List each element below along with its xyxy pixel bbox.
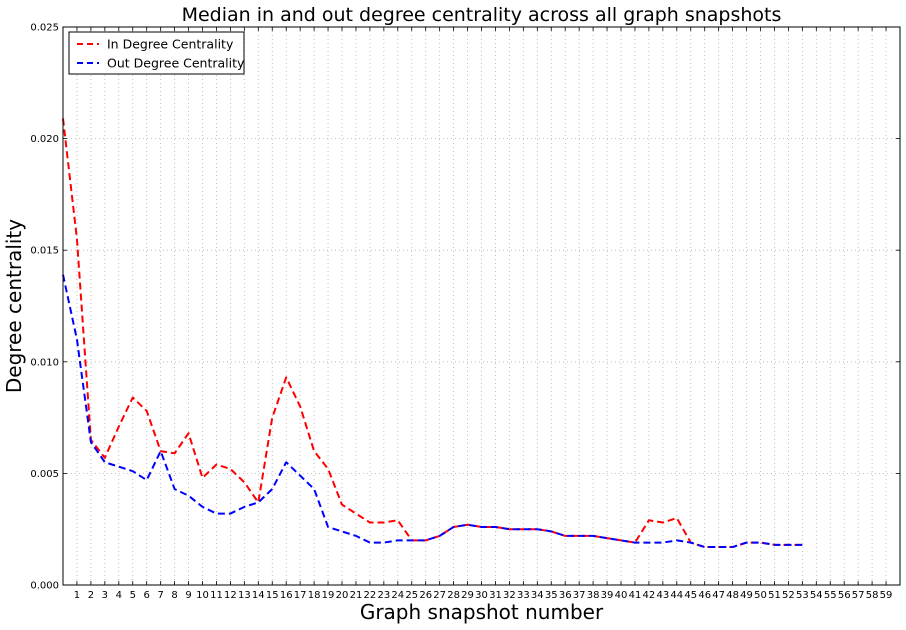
x-tick-label: 43 (656, 590, 669, 601)
x-tick-label: 1 (74, 590, 80, 601)
x-tick-label: 22 (364, 590, 377, 601)
legend-box (68, 31, 245, 75)
x-tick-label: 18 (308, 590, 321, 601)
x-tick-label: 56 (838, 590, 851, 601)
x-tick-label: 20 (336, 590, 349, 601)
x-tick-label: 30 (475, 590, 488, 601)
x-tick-label: 54 (810, 590, 823, 601)
x-tick-label: 47 (712, 590, 725, 601)
x-tick-label: 55 (824, 590, 837, 601)
x-tick-label: 8 (171, 590, 177, 601)
x-tick-label: 38 (587, 590, 600, 601)
grid-lines (63, 26, 900, 586)
x-tick-label: 50 (754, 590, 767, 601)
y-tick-label: 0.020 (30, 134, 59, 145)
x-tick-label: 27 (433, 590, 446, 601)
x-tick-label: 31 (489, 590, 502, 601)
x-tick-label: 9 (185, 590, 191, 601)
x-tick-label: 52 (782, 590, 795, 601)
x-tick-label: 7 (157, 590, 163, 601)
x-tick-label: 51 (768, 590, 781, 601)
x-tick-label: 16 (280, 590, 293, 601)
x-tick-label: 13 (238, 590, 251, 601)
x-tick-label: 24 (391, 590, 404, 601)
y-axis-label: Degree centrality (2, 219, 26, 393)
y-tick-label: 0.025 (30, 23, 59, 34)
x-tick-label: 46 (698, 590, 711, 601)
x-tick-label: 41 (629, 590, 642, 601)
x-tick-label: 14 (252, 590, 265, 601)
x-tick-label: 32 (503, 590, 516, 601)
x-tick-label: 57 (852, 590, 865, 601)
x-tick-label: 3 (102, 590, 108, 601)
x-tick-label: 44 (670, 590, 683, 601)
x-tick-label: 2 (88, 590, 94, 601)
x-tick-label: 12 (224, 590, 237, 601)
x-tick-label: 35 (545, 590, 558, 601)
x-tick-label: 6 (144, 590, 150, 601)
x-tick-label: 49 (740, 590, 753, 601)
x-tick-label: 48 (726, 590, 739, 601)
x-tick-label: 4 (116, 590, 122, 601)
y-tick-label: 0.015 (30, 246, 59, 257)
legend: In Degree Centrality Out Degree Centrali… (68, 31, 245, 75)
x-axis-label: Graph snapshot number (360, 600, 604, 624)
y-tick-label: 0.010 (30, 357, 59, 368)
x-tick-label: 17 (294, 590, 307, 601)
x-tick-label: 25 (405, 590, 418, 601)
x-tick-label: 5 (130, 590, 136, 601)
x-tick-label: 36 (559, 590, 572, 601)
axis-ticks: 1 2 3 4 5 6 7 8 9 10 11 12 13 14 15 16 17 18 19 20 21 22 23 24 2… (30, 23, 900, 601)
x-tick-label: 58 (866, 590, 879, 601)
x-tick-label: 19 (322, 590, 335, 601)
x-tick-label: 29 (461, 590, 474, 601)
x-tick-label: 37 (573, 590, 586, 601)
x-tick-label: 11 (210, 590, 223, 601)
x-tick-label: 33 (517, 590, 530, 601)
x-tick-label: 42 (643, 590, 656, 601)
legend-label-in-degree: In Degree Centrality (107, 37, 234, 52)
x-tick-label: 39 (601, 590, 614, 601)
x-tick-label: 10 (196, 590, 209, 601)
plot-frame (62, 26, 901, 586)
x-tick-label: 34 (531, 590, 544, 601)
legend-label-out-degree: Out Degree Centrality (107, 56, 245, 71)
x-tick-label: 59 (880, 590, 893, 601)
x-tick-label: 45 (684, 590, 697, 601)
series-lines (62, 118, 803, 549)
in-degree-series-line (62, 118, 803, 549)
x-tick-label: 23 (377, 590, 390, 601)
x-tick-label: 40 (615, 590, 628, 601)
x-tick-label: 26 (419, 590, 432, 601)
x-tick-label: 53 (796, 590, 809, 601)
y-tick-label: 0.005 (30, 469, 59, 480)
x-tick-label: 21 (350, 590, 363, 601)
x-tick-label: 28 (447, 590, 460, 601)
y-tick-label: 0.000 (30, 581, 59, 592)
chart-title: Median in and out degree centrality acro… (182, 4, 782, 26)
out-degree-series-line (62, 274, 803, 549)
x-tick-label: 15 (266, 590, 279, 601)
